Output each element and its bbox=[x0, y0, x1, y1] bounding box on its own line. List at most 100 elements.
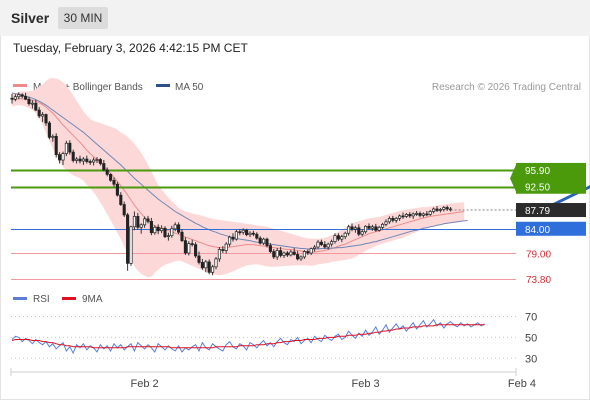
candle-body-up bbox=[428, 211, 432, 215]
ma50-swatch bbox=[156, 84, 170, 87]
header-bar: Silver 30 MIN bbox=[0, 0, 590, 36]
candle-body-down bbox=[221, 249, 225, 251]
rsi-panel: 70 50 30 bbox=[11, 311, 537, 365]
rsi-ma-swatch bbox=[62, 297, 76, 300]
candle bbox=[418, 211, 422, 218]
candle bbox=[251, 230, 255, 237]
resistance-label-text: 95.90 bbox=[525, 166, 550, 177]
candle bbox=[275, 248, 279, 260]
candle-body-down bbox=[126, 214, 130, 264]
candle-body-down bbox=[24, 95, 28, 100]
candle-body-down bbox=[119, 194, 123, 205]
candle bbox=[241, 228, 245, 235]
candle-body-up bbox=[51, 135, 55, 138]
candle-body-down bbox=[88, 161, 92, 163]
x-tick-label: Feb 4 bbox=[508, 378, 536, 390]
candle-body-up bbox=[421, 213, 425, 216]
candle-body-down bbox=[54, 135, 58, 155]
candle bbox=[279, 247, 283, 258]
candle-body-up bbox=[398, 215, 402, 219]
candle-body-down bbox=[102, 163, 106, 171]
candle bbox=[194, 242, 198, 258]
rsi-tick-label: 50 bbox=[525, 332, 537, 344]
candle-body-down bbox=[136, 216, 140, 228]
candle-body-down bbox=[350, 226, 354, 230]
candle-body-down bbox=[200, 262, 204, 269]
candle bbox=[432, 207, 436, 214]
candle-body-up bbox=[353, 227, 357, 230]
candle-body-down bbox=[336, 235, 340, 240]
candle bbox=[98, 158, 102, 166]
candle bbox=[234, 229, 238, 241]
candle bbox=[30, 100, 34, 109]
candle-body-up bbox=[299, 256, 303, 260]
candle-body-down bbox=[105, 169, 109, 175]
candle bbox=[289, 250, 293, 257]
candle bbox=[156, 224, 160, 235]
bollinger-band-fill bbox=[12, 78, 465, 278]
candle-body-up bbox=[17, 94, 21, 98]
candle-body-up bbox=[170, 228, 174, 237]
candle-body-down bbox=[323, 244, 327, 248]
candle bbox=[343, 231, 347, 240]
candle bbox=[265, 237, 269, 248]
candle bbox=[316, 240, 320, 250]
candle bbox=[170, 225, 174, 238]
price-legend: MA 20 + Bollinger Bands MA 50 Research ©… bbox=[13, 82, 581, 93]
candle bbox=[401, 212, 405, 219]
candle bbox=[340, 234, 344, 243]
candle-body-down bbox=[109, 174, 113, 181]
candle bbox=[64, 140, 68, 157]
candle-body-down bbox=[10, 97, 14, 100]
candle-body-up bbox=[13, 96, 17, 100]
candle-body-down bbox=[285, 252, 289, 256]
ma20-swatch bbox=[13, 84, 27, 87]
candle bbox=[24, 92, 28, 101]
candle-body-up bbox=[370, 226, 374, 229]
candle-body-up bbox=[81, 158, 85, 162]
candle bbox=[336, 233, 340, 242]
candle-body-down bbox=[112, 179, 116, 185]
candle bbox=[146, 215, 150, 224]
candle-body-down bbox=[401, 215, 405, 218]
candle bbox=[306, 249, 310, 255]
candle bbox=[428, 209, 432, 216]
candle-body-up bbox=[309, 248, 313, 254]
candle bbox=[132, 211, 136, 231]
candle bbox=[47, 120, 51, 140]
candle bbox=[109, 173, 113, 182]
candle-body-up bbox=[377, 226, 381, 231]
candle-body-up bbox=[160, 227, 164, 232]
candle bbox=[129, 225, 133, 266]
candle-body-down bbox=[98, 159, 102, 164]
candle-body-up bbox=[289, 251, 293, 256]
candle bbox=[377, 225, 381, 232]
time-axis: Feb 2 Feb 3 Feb 4 bbox=[10, 368, 536, 390]
candle-body-down bbox=[190, 243, 194, 245]
candle-body-up bbox=[313, 246, 317, 249]
support-label-text: 79.00 bbox=[526, 249, 551, 260]
candle-body-up bbox=[217, 249, 221, 260]
candle-body-up bbox=[411, 213, 415, 217]
candles bbox=[10, 92, 453, 276]
candle bbox=[231, 233, 235, 242]
candle bbox=[190, 239, 194, 247]
timeframe-badge[interactable]: 30 MIN bbox=[58, 7, 108, 29]
candle bbox=[415, 210, 419, 216]
candle-body-up bbox=[75, 158, 79, 161]
candle-body-up bbox=[95, 159, 99, 161]
candle-body-up bbox=[228, 236, 232, 245]
candle bbox=[425, 210, 429, 217]
candle bbox=[207, 259, 211, 275]
candle bbox=[387, 216, 391, 224]
candle-body-up bbox=[211, 266, 215, 273]
candle-body-up bbox=[204, 261, 208, 269]
candle bbox=[391, 215, 395, 223]
candle-body-up bbox=[438, 209, 442, 211]
candle-body-up bbox=[343, 232, 347, 238]
candle-body-down bbox=[122, 204, 126, 216]
candle bbox=[27, 96, 31, 106]
candle bbox=[285, 251, 289, 257]
candle-body-down bbox=[245, 229, 249, 236]
